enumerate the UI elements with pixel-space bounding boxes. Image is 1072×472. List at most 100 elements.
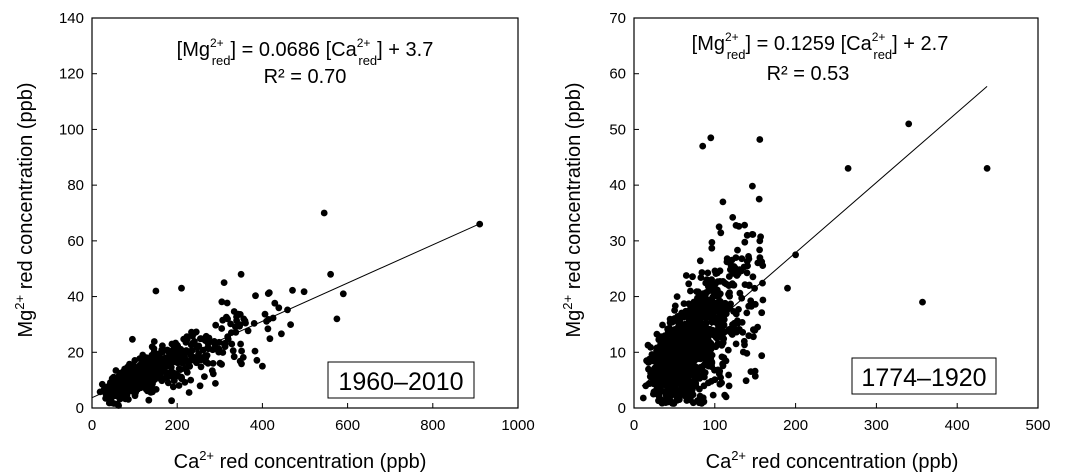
data-point [124,385,131,393]
data-point [718,342,726,349]
data-point [170,377,178,384]
data-point [642,382,650,390]
data-point [720,354,728,361]
data-point [711,280,719,288]
data-point [705,362,712,370]
plot-area [633,17,1039,409]
data-point [666,341,674,349]
data-point [844,165,852,172]
data-point [717,229,725,237]
data-point [741,238,749,246]
data-point [784,284,791,292]
data-point [697,311,705,319]
y-tick-label: 30 [609,233,626,250]
r-squared: R² = 0.70 [264,66,347,88]
data-point [674,313,682,320]
y-axis-label: Mg2+ red concentration (ppb) [12,83,37,338]
data-point [668,361,676,368]
data-point [658,342,666,349]
data-point [178,350,186,358]
data-point [706,325,714,333]
data-point [665,369,673,376]
data-point [715,223,723,231]
period-box [327,361,475,399]
data-point [919,298,926,306]
data-point [725,371,732,379]
data-point [732,319,740,327]
data-point [263,317,270,325]
y-tick-label: 70 [609,10,626,27]
data-point [148,343,156,351]
data-point [706,307,714,315]
data-point [208,367,216,374]
data-point [708,244,716,252]
data-point [250,320,258,327]
data-point [220,279,228,286]
data-point [713,334,721,341]
data-point [666,385,674,392]
data-point [689,273,696,281]
data-point [704,340,711,348]
data-point [721,299,729,307]
data-point [740,263,748,271]
data-point [186,362,194,370]
y-tick-label: 40 [67,289,84,306]
data-point [703,276,711,284]
data-point [287,321,294,328]
data-point [158,346,166,354]
data-point [720,321,728,329]
data-point [201,373,208,380]
data-point [726,281,734,289]
data-point [716,380,724,388]
data-point [664,375,672,383]
data-point [193,344,201,351]
data-point [265,289,273,297]
data-point [739,348,747,356]
x-tick-label: 600 [335,417,360,434]
data-point [705,283,712,290]
data-point [232,323,239,331]
data-point [686,384,694,392]
data-point [669,336,677,344]
data-point [175,382,183,389]
data-point [120,375,127,382]
x-tick-label: 400 [945,417,970,434]
data-point [271,299,279,307]
data-point [730,263,738,270]
x-axis-label: Ca2+ red concentration (ppb) [706,448,959,472]
data-point [154,369,161,377]
data-point [697,274,705,281]
data-point [723,306,731,314]
data-point [202,357,209,365]
data-point [751,372,759,380]
data-point [659,321,666,329]
y-tick-label: 20 [609,289,626,306]
x-tick-label: 300 [864,417,889,434]
data-point [708,296,716,304]
data-point [655,397,662,405]
period-label: 1774–1920 [861,364,986,392]
data-point [677,323,685,331]
data-point [738,255,746,263]
data-point [756,254,764,262]
data-point [905,120,913,128]
data-point [693,288,701,295]
data-point [147,358,155,366]
data-point [711,376,719,384]
data-point [710,302,718,310]
data-point [122,395,129,403]
data-point [749,231,757,238]
data-point [708,239,716,246]
data-point [130,365,138,373]
data-point [792,251,799,259]
data-point [224,315,232,323]
data-point [252,292,259,300]
data-point [740,337,748,345]
data-point [189,330,197,338]
data-point [229,347,237,355]
data-point [743,231,751,239]
data-point [253,356,261,364]
data-point [748,303,755,310]
data-point [726,292,733,300]
data-point [692,316,699,323]
